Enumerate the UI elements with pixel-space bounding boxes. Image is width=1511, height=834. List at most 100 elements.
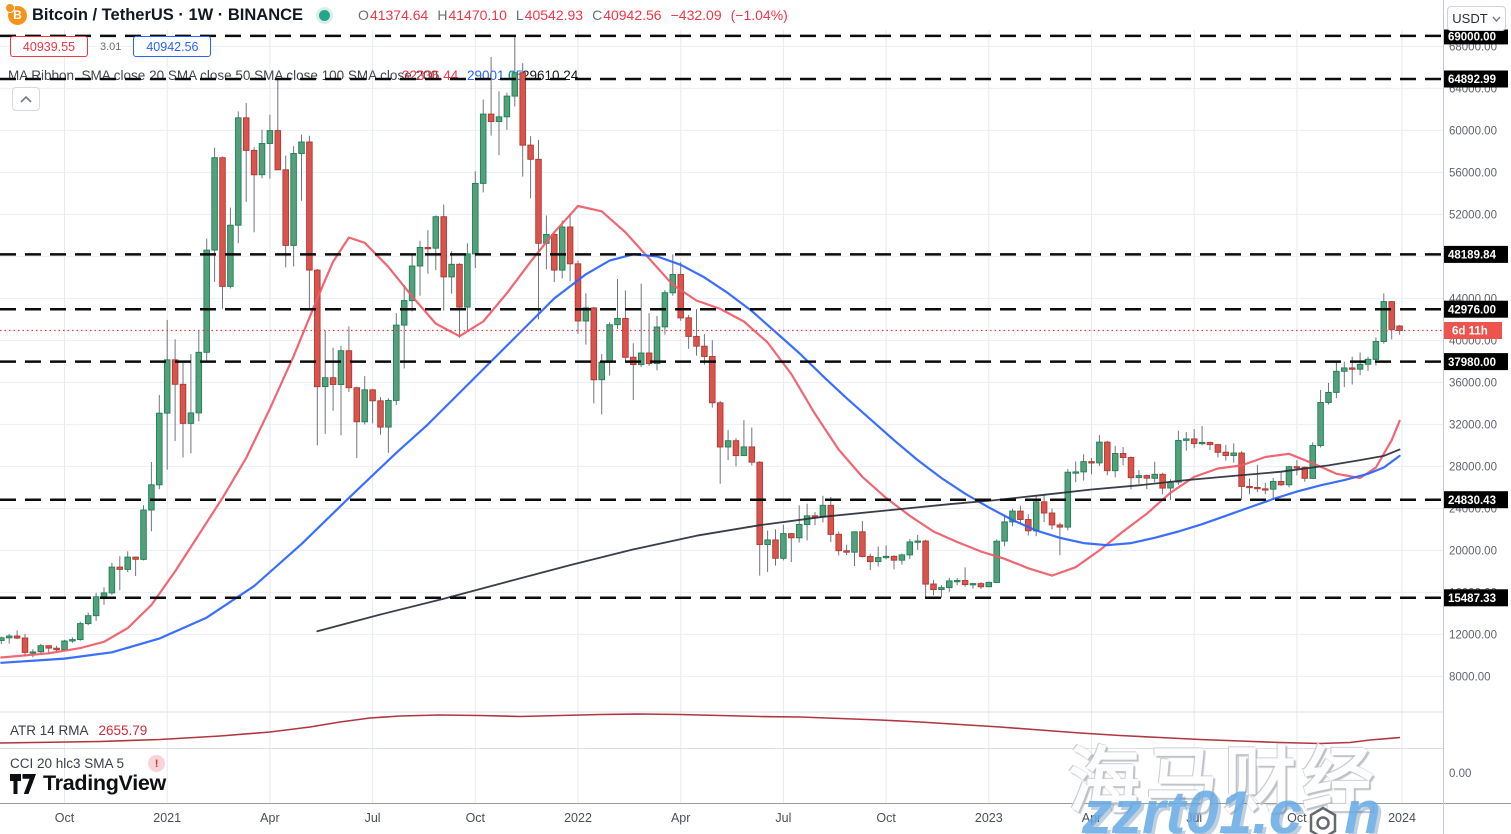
price-level-label [1444, 245, 1508, 263]
candle [1238, 452, 1245, 487]
candle [1222, 451, 1230, 456]
candle [424, 247, 432, 250]
candle [345, 350, 353, 389]
sma200-line[interactable] [316, 448, 1401, 633]
candle [819, 504, 827, 518]
candle [1293, 466, 1301, 469]
candle [448, 263, 455, 278]
price-tick-label: 60000.00 [1449, 125, 1497, 137]
candle [250, 149, 258, 176]
candle [37, 645, 45, 653]
candle [558, 226, 566, 271]
tradingview-logo-icon [10, 773, 36, 794]
symbol-title[interactable]: Bitcoin / TetherUS · 1W · BINANCE [32, 5, 304, 24]
candle [953, 580, 961, 583]
price-level-label [1444, 353, 1508, 371]
open-key: O [358, 7, 369, 23]
candle [637, 352, 645, 366]
time-tick-label: Apr [1082, 811, 1101, 825]
collapse-legend-button[interactable] [12, 87, 40, 111]
chevron-up-icon [20, 95, 32, 103]
time-tick-label: Apr [260, 811, 279, 825]
svg-text:64892.99: 64892.99 [1448, 74, 1496, 86]
sma50-line[interactable] [0, 253, 1401, 664]
candle [408, 265, 416, 302]
candle [353, 387, 361, 423]
candle [622, 317, 629, 358]
candle [598, 361, 605, 381]
candle [898, 554, 906, 561]
price-tick-label: 36000.00 [1449, 377, 1497, 389]
candle [100, 592, 108, 598]
close-key: C [592, 7, 603, 23]
candle [393, 324, 400, 401]
price-tick-label: 12000.00 [1449, 629, 1497, 641]
candle [1333, 370, 1340, 393]
candle [1214, 444, 1222, 453]
candle [266, 130, 274, 144]
candle [132, 556, 139, 560]
indicator-error-icon[interactable]: ! [148, 755, 166, 772]
ma-value: 29610.24 [522, 68, 579, 83]
candle [788, 533, 795, 539]
candle [0, 637, 5, 641]
candle [290, 153, 297, 246]
candle [1096, 441, 1103, 464]
candle [566, 226, 574, 265]
candle [882, 555, 890, 559]
cci-indicator-legend[interactable]: CCI 20 hlc3 SMA 5 ! [10, 755, 166, 772]
candle [519, 72, 526, 146]
candle [1380, 301, 1388, 342]
candle [1017, 510, 1024, 520]
candle [701, 345, 708, 357]
candle [1032, 501, 1040, 532]
atr-indicator-legend[interactable]: ATR 14 RMA 2655.79 [10, 723, 147, 738]
candle [1348, 367, 1356, 370]
currency-label: USDT [1452, 11, 1488, 26]
candle [993, 540, 1000, 583]
time-tick-label: Oct [876, 811, 896, 825]
candle [464, 253, 471, 308]
candle [5, 635, 13, 639]
candle [527, 144, 534, 160]
candle [1325, 391, 1332, 403]
price-level-label [1444, 300, 1508, 318]
bid-price-button[interactable]: 40939.55 [10, 36, 88, 57]
candle [242, 117, 250, 151]
candle [961, 580, 969, 586]
candle [440, 216, 447, 278]
candle [985, 581, 993, 588]
time-axis[interactable]: Oct 2021 Apr Jul Oct 2022 Apr Jul Oct 2023 Apr Jul O… [55, 811, 1416, 825]
candle [1230, 452, 1237, 456]
time-tick-label: 2022 [564, 811, 592, 825]
cci-label: CCI 20 hlc3 SMA 5 [10, 756, 125, 771]
candle [590, 307, 598, 381]
candle [1183, 438, 1190, 441]
time-tick-label: Jul [1186, 811, 1202, 825]
candle [803, 515, 811, 525]
time-tick-label: Apr [671, 811, 690, 825]
candle [472, 182, 479, 255]
candle [1372, 341, 1380, 360]
candle [416, 247, 424, 267]
candle [282, 169, 289, 246]
candle [574, 263, 582, 322]
ask-price-button[interactable]: 40942.56 [133, 36, 212, 57]
ma-ribbon-legend[interactable]: MA Ribbon SMA close 20 SMA close 50 SMA … [8, 68, 438, 83]
price-tick-label: 52000.00 [1449, 209, 1497, 221]
candle [511, 72, 519, 97]
candle [851, 531, 858, 553]
svg-text:42976.00: 42976.00 [1448, 304, 1496, 316]
ma-value: 32336.44 [402, 68, 459, 83]
candle [116, 566, 124, 570]
tradingview-logo-text: TradingView [43, 771, 166, 795]
currency-selector-button[interactable]: USDT [1447, 6, 1506, 31]
tradingview-logo[interactable]: TradingView [10, 771, 166, 796]
time-tick-label: Oct [466, 811, 486, 825]
candle [1135, 475, 1143, 479]
candle [1056, 524, 1064, 528]
candle [124, 556, 131, 570]
price-tick-label: 28000.00 [1449, 461, 1497, 473]
sma20-line[interactable] [0, 204, 1401, 659]
